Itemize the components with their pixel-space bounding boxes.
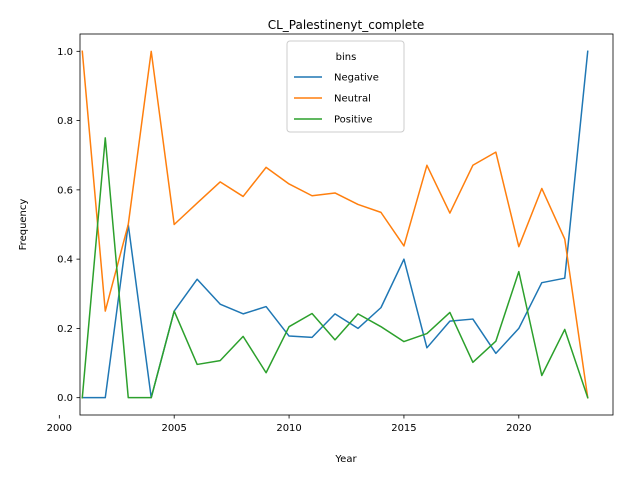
- x-tick-label: 2005: [161, 423, 186, 434]
- y-tick-label: 0.6: [57, 185, 73, 196]
- y-axis-label: Frequency: [18, 199, 29, 251]
- y-tick-label: 0.4: [57, 255, 73, 266]
- legend-label-positive: Positive: [334, 115, 373, 126]
- chart-title: CL_Palestinenyt_complete: [268, 18, 425, 32]
- x-tick-label: 2010: [276, 423, 301, 434]
- series-layer: [81, 50, 589, 399]
- plot-frame: [79, 33, 614, 416]
- legend: bins Negative Neutral Positive: [286, 40, 405, 133]
- x-tick-label: 2000: [47, 423, 72, 434]
- x-axis-label: Year: [334, 454, 357, 465]
- legend-box: [286, 40, 405, 133]
- series-line-positive: [81, 137, 589, 399]
- x-tick-label: 2015: [391, 423, 416, 434]
- y-tick-label: 0.0: [57, 393, 73, 404]
- legend-label-neutral: Neutral: [334, 94, 371, 105]
- y-tick-label: 1.0: [57, 47, 73, 58]
- legend-label-negative: Negative: [334, 73, 379, 84]
- series-line-neutral: [81, 50, 589, 399]
- legend-items: Negative Neutral Positive: [294, 73, 379, 126]
- y-tick-label: 0.2: [57, 324, 73, 335]
- legend-title: bins: [336, 52, 357, 63]
- x-tick-label: 2020: [506, 423, 531, 434]
- x-axis-ticks: 2000 2005 2010 2015 2020: [47, 415, 532, 434]
- y-axis-ticks: 0.0 0.2 0.4 0.6 0.8 1.0: [57, 47, 80, 404]
- y-tick-label: 0.8: [57, 116, 73, 127]
